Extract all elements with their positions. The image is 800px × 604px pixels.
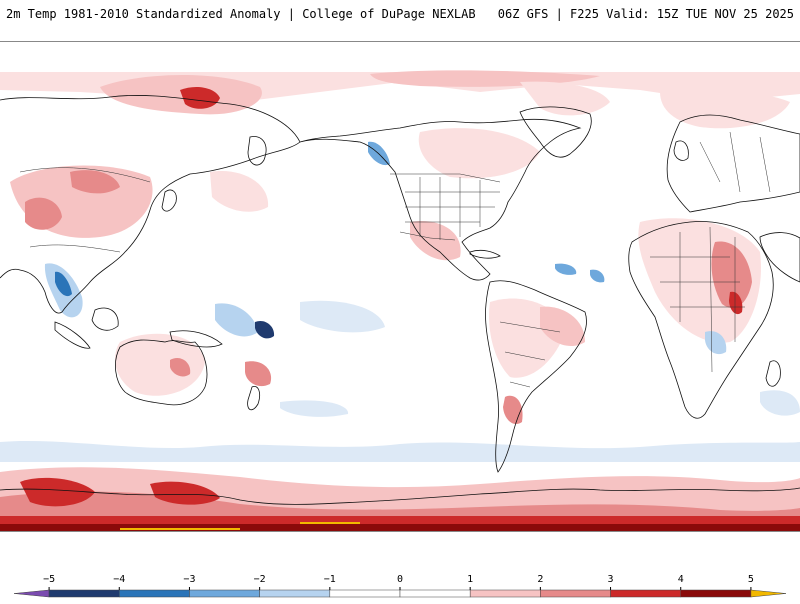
coastline-japan	[161, 189, 177, 212]
mexico-warm	[410, 221, 461, 261]
coastline-arabia	[759, 232, 800, 283]
colorbar-bin	[680, 589, 752, 598]
political-borders	[19, 131, 771, 388]
colorbar-tick-label: −2	[254, 574, 266, 585]
indochina-strong-cold	[55, 271, 72, 297]
colorbar-bin	[750, 589, 787, 598]
antarctic-max-anomaly-2	[300, 522, 360, 524]
colorbar: −5 −4 −3 −2 −1 0 1 2 3 4 5	[0, 560, 800, 600]
colorbar-bin	[189, 589, 260, 598]
coastline-kamchatka	[247, 136, 267, 166]
coastline-new-zealand	[247, 385, 260, 411]
colorbar-tick-label: −5	[43, 574, 55, 585]
colorbar-tick-label: 0	[397, 574, 403, 585]
australia-strong-warm	[170, 357, 191, 377]
coastline-borneo	[91, 307, 119, 331]
anomaly-shading	[0, 70, 800, 531]
china-warm	[25, 197, 62, 230]
colorbar-tick-label: −4	[113, 574, 125, 585]
ross-sea-warm	[150, 481, 220, 505]
border-us-mexico	[399, 231, 456, 241]
siberia-strong-warm	[180, 86, 220, 109]
southern-ocean-weak-cold	[0, 440, 800, 462]
coastline-europe	[666, 114, 800, 213]
east-africa-strong-warm	[729, 291, 743, 315]
border-china-south	[29, 244, 121, 253]
coastline-south-america	[485, 280, 587, 473]
west-antarctic-warm	[20, 477, 95, 507]
colorbar-tick-label: 3	[608, 574, 614, 585]
colorbar-bin	[399, 589, 471, 598]
border-africa-2	[679, 226, 736, 373]
mongolia-strong-warm	[70, 170, 120, 194]
model-run-info: 06Z GFS | F225 Valid: 15Z TUE NOV 25 202…	[497, 7, 794, 21]
colorbar-graphic: −5 −4 −3 −2 −1 0 1 2 3 4 5	[13, 574, 787, 598]
colorbar-tick-label: 2	[537, 574, 543, 585]
coastline-new-guinea	[169, 330, 223, 348]
colorbar-tick-label: 4	[678, 574, 684, 585]
colorbar-bin	[48, 589, 120, 598]
colorbar-tick-label: −3	[183, 574, 195, 585]
coastline-antarctica	[0, 487, 800, 505]
coastline-sumatra	[54, 321, 91, 349]
southern-africa-cold	[705, 331, 727, 355]
east-africa-warm	[711, 241, 752, 308]
colorbar-tick-label: 5	[748, 574, 754, 585]
colorbar-tick-label: −1	[324, 574, 336, 585]
map-title: 2m Temp 1981-2010 Standardized Anomaly |…	[6, 7, 476, 21]
colorbar-bin	[329, 589, 401, 598]
border-south-america	[499, 321, 561, 388]
caribbean-cold	[555, 263, 577, 275]
coastline-cuba	[469, 249, 501, 259]
us-state-grid-2	[419, 177, 481, 240]
antarctic-max-anomaly	[120, 528, 240, 530]
border-europe	[699, 131, 771, 193]
colorbar-bin	[259, 589, 331, 598]
australia-warm	[115, 333, 205, 396]
coastline-madagascar	[765, 360, 781, 387]
map-panel	[0, 41, 800, 532]
colorbar-bin	[119, 589, 190, 598]
coastlines	[0, 95, 800, 505]
border-us-canada	[390, 173, 501, 183]
south-pacific-weak-cold	[280, 400, 349, 417]
colorbar-bin	[610, 589, 681, 598]
colorbar-bin	[469, 589, 541, 598]
anomaly-map	[0, 42, 800, 531]
coastline-africa	[628, 221, 774, 419]
brazil-warm	[540, 306, 585, 347]
siberia-warm-anomaly	[100, 74, 262, 115]
colorbar-bin	[13, 589, 50, 598]
colorbar-bin	[540, 589, 611, 598]
tasman-warm	[245, 361, 272, 387]
north-america-weak-warm	[418, 128, 540, 179]
colorbar-tick-label: 1	[467, 574, 473, 585]
coastline-britain	[673, 140, 689, 161]
europe-warm	[660, 89, 790, 129]
border-africa-1	[650, 256, 745, 308]
pacific-weak-cold	[300, 300, 385, 333]
coastline-north-america	[299, 118, 582, 281]
coastline-greenland	[519, 106, 592, 158]
indian-ocean-cold	[760, 390, 800, 416]
north-pacific-warm	[210, 171, 269, 212]
coastline-australia	[115, 339, 208, 406]
pacific-cold-spot	[255, 320, 275, 339]
atlantic-cold	[590, 269, 605, 283]
header: 2m Temp 1981-2010 Standardized Anomaly |…	[0, 0, 800, 30]
maritime-cold	[215, 303, 258, 337]
coastline-asia	[0, 95, 301, 314]
border-russia-china	[19, 167, 151, 183]
